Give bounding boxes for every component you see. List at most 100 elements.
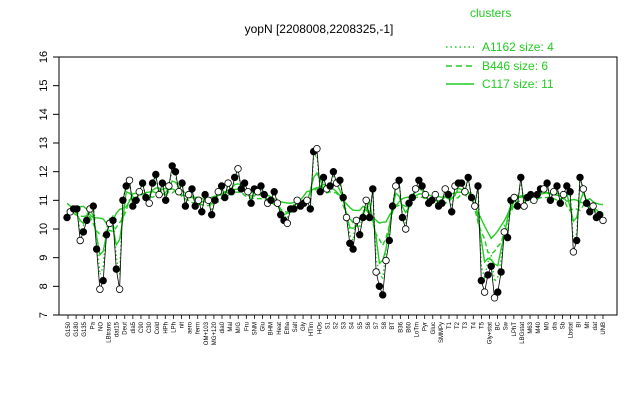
data-point [448, 208, 456, 216]
data-point [303, 196, 311, 204]
data-point [566, 187, 574, 196]
data-point [530, 196, 538, 204]
data-point [559, 190, 568, 199]
y-tick-label: 14 [38, 108, 50, 120]
y-axis: 7 8 9 10 11 12 13 14 15 16 [38, 51, 59, 318]
x-tick-label: SNM [252, 322, 258, 335]
data-point [227, 187, 236, 196]
legend: clusters A1162 size: 4 B446 size: 6 C117… [446, 6, 554, 91]
data-point [135, 187, 143, 196]
data-point [260, 190, 268, 199]
x-tick-label: M0 [544, 321, 550, 330]
data-point [490, 294, 499, 302]
data-point [500, 228, 508, 236]
data-point [224, 179, 232, 187]
data-point [211, 196, 219, 204]
x-tick-label: dia [552, 321, 558, 330]
data-point [379, 291, 387, 299]
data-point [221, 193, 229, 202]
data-point [102, 230, 111, 239]
x-tick-label: Fru [244, 322, 250, 331]
x-tick-label: dia0 [220, 321, 226, 333]
data-point [503, 233, 512, 242]
data-point [237, 185, 245, 193]
data-point [510, 193, 518, 202]
data-point [188, 185, 196, 193]
x-tick-label: LBtrans [107, 322, 113, 343]
x-tick-label: S6 [366, 321, 372, 329]
data-point [178, 179, 186, 187]
data-point [217, 182, 226, 190]
data-point [109, 216, 117, 225]
data-point [230, 173, 239, 182]
data-point [408, 193, 416, 202]
data-point [129, 202, 137, 210]
data-point [306, 205, 314, 213]
legend-entry-b446: B446 size: 6 [482, 59, 548, 73]
x-tick-label: Mt [585, 322, 591, 329]
x-tick-label: Sb [560, 321, 566, 329]
data-point [392, 182, 400, 190]
x-tick-label: NO [98, 322, 104, 331]
data-point [142, 193, 150, 202]
data-point [115, 285, 124, 293]
x-tick-label: Salt [293, 322, 299, 333]
data-point [247, 199, 255, 207]
data-point [596, 210, 604, 219]
x-tick-label: Lbstat [569, 322, 575, 339]
data-point [329, 167, 338, 176]
data-point [204, 196, 213, 204]
data-point [375, 282, 384, 290]
x-tick-label: LPhT [512, 322, 518, 337]
x-tick-label: Etha [285, 321, 291, 334]
data-point [362, 196, 370, 204]
data-point [158, 179, 167, 187]
data-point [112, 265, 120, 273]
x-tick-label: C90 [139, 321, 145, 333]
x-tick-label: S3 [342, 321, 348, 329]
x-tick-label: LPh [171, 322, 177, 333]
x-tick-label: BHM [269, 322, 275, 335]
data-point [540, 185, 548, 193]
data-point [467, 193, 476, 202]
x-tick-label: dia5 [131, 321, 137, 333]
data-point [214, 187, 222, 196]
x-tick-label: G150 [66, 321, 72, 336]
data-point [418, 182, 426, 190]
y-tick-label: 9 [38, 255, 50, 261]
data-point [576, 173, 584, 182]
data-point [155, 190, 163, 199]
data-point [73, 205, 81, 213]
data-point [579, 185, 587, 193]
data-point [356, 230, 364, 239]
data-point [533, 190, 541, 199]
data-point [145, 199, 153, 207]
x-tick-label: Gly [301, 322, 307, 331]
legend-title: clusters [470, 6, 511, 20]
data-point [326, 182, 334, 190]
data-point [385, 236, 393, 245]
data-point [553, 182, 561, 190]
x-tick-label: S2 [334, 321, 340, 329]
cluster-line-c117 [66, 171, 603, 267]
x-tick-label: Heat [277, 322, 283, 335]
data-point [569, 248, 578, 256]
legend-entry-a1162: A1162 size: 4 [482, 40, 554, 54]
data-point [382, 256, 390, 265]
data-point [194, 196, 203, 204]
x-tick-label: B36 [398, 321, 404, 332]
y-tick-label: 12 [38, 166, 50, 178]
data-point [257, 182, 265, 190]
data-point [415, 176, 423, 184]
x-tick-label: G180 [74, 321, 80, 336]
data-point [513, 202, 522, 210]
x-tick-label: G135 [82, 321, 88, 336]
data-point [316, 187, 324, 196]
data-point [119, 196, 127, 204]
x-tick-label: Pa [90, 321, 96, 329]
x-tick-label: BC [496, 321, 502, 330]
data-point [207, 210, 216, 219]
x-tick-label: Deut [123, 322, 129, 335]
y-tick-label: 16 [38, 51, 50, 63]
